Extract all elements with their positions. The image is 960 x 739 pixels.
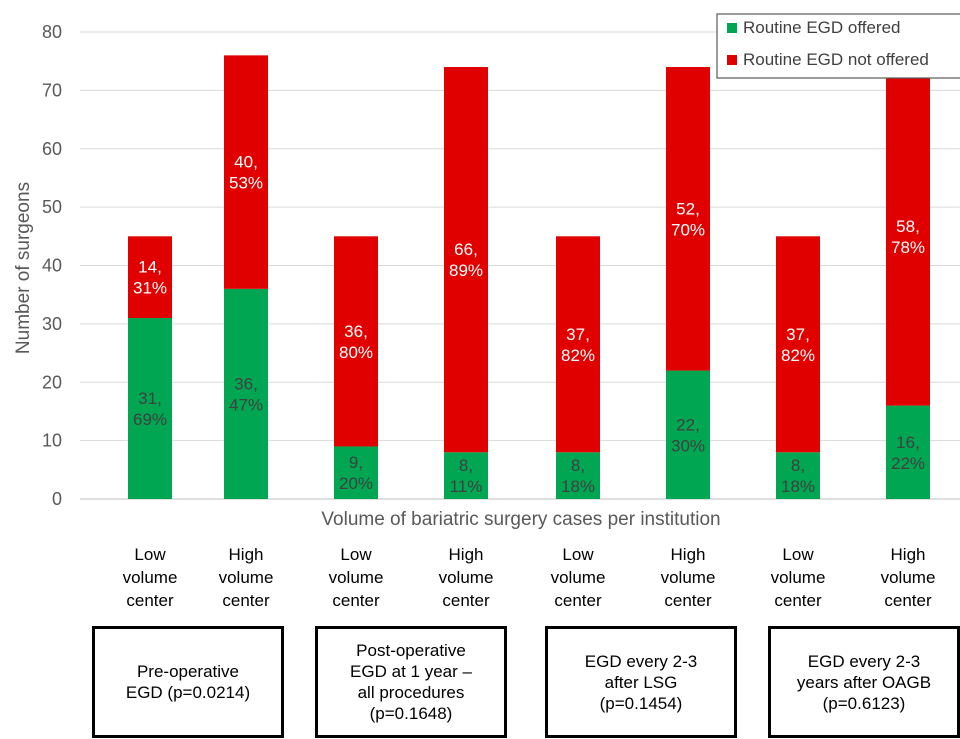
group-label-box: EGD every 2-3 after LSG (p=0.1454) [545, 626, 737, 738]
data-label: 52, 70% [671, 199, 705, 239]
bar-egd-offered [444, 452, 488, 499]
category-labels: Low volume center High volume center Low volume… [123, 545, 936, 610]
bar-egd-offered [776, 452, 820, 499]
y-axis-title: Number of surgeons [13, 182, 34, 354]
category-label: Low volume center [123, 545, 178, 610]
data-label: 8, 18% [561, 456, 595, 496]
bar-egd-not-offered [556, 236, 600, 453]
data-label: 16, 22% [891, 433, 925, 473]
legend-swatch [727, 23, 737, 33]
category-label: High volume center [661, 545, 716, 610]
legend-label: Routine EGD offered [743, 18, 901, 37]
data-label: 14, 31% [133, 258, 167, 298]
category-label: High volume center [439, 545, 494, 610]
legend-swatch [727, 55, 737, 65]
bar-egd-not-offered [128, 236, 172, 319]
data-label: 31, 69% [133, 389, 167, 429]
group-label-box: Post-operative EGD at 1 year – all proce… [315, 626, 507, 738]
data-label: 66, 89% [449, 240, 483, 280]
category-label: Low volume center [329, 545, 384, 610]
y-tick-label: 30 [42, 314, 62, 334]
y-axis-ticks: 0 10 20 30 40 50 60 70 80 [42, 22, 62, 509]
y-tick-label: 20 [42, 372, 62, 392]
y-tick-label: 70 [42, 80, 62, 100]
group-label-box: EGD every 2-3 years after OAGB (p=0.6123… [768, 626, 960, 738]
bar-egd-offered [666, 370, 710, 499]
y-tick-label: 10 [42, 431, 62, 451]
y-tick-label: 50 [42, 197, 62, 217]
gridlines [80, 31, 960, 500]
bar-egd-offered [886, 405, 930, 499]
y-tick-label: 60 [42, 139, 62, 159]
bar-egd-offered [128, 318, 172, 499]
data-label: 40, 53% [229, 153, 263, 193]
data-label: 9, 20% [339, 453, 373, 493]
category-label: High volume center [219, 545, 274, 610]
category-label: High volume center [881, 545, 936, 610]
bar-egd-offered [556, 452, 600, 499]
group-label-box: Pre-operative EGD (p=0.0214) [92, 626, 284, 738]
data-labels: 31, 69% 14, 31% 36, 47% 40, 53% 9, 20% 36, 80% 8, 11%… [133, 153, 925, 497]
data-label: 36, 80% [339, 322, 373, 362]
category-label: Low volume center [771, 545, 826, 610]
category-label: Low volume center [551, 545, 606, 610]
x-axis-title: Volume of bariatric surgery cases per in… [321, 509, 720, 530]
bar-egd-not-offered [776, 236, 820, 453]
y-tick-label: 0 [52, 489, 62, 509]
data-label: 8, 18% [781, 456, 815, 496]
bar-egd-not-offered [886, 67, 930, 406]
data-label: 37, 82% [561, 325, 595, 365]
data-label: 58, 78% [891, 217, 925, 257]
bar-egd-offered [334, 446, 378, 499]
data-label: 37, 82% [781, 325, 815, 365]
bar-egd-not-offered [444, 67, 488, 453]
legend-label: Routine EGD not offered [743, 50, 929, 69]
bars [128, 55, 930, 499]
data-label: 36, 47% [229, 374, 263, 414]
legend: Routine EGD offered Routine EGD not offer… [716, 13, 960, 79]
y-tick-label: 80 [42, 22, 62, 42]
bar-egd-not-offered [334, 236, 378, 447]
data-label: 8, 11% [450, 456, 483, 496]
bar-egd-not-offered [224, 55, 268, 289]
y-tick-label: 40 [42, 256, 62, 276]
bar-egd-not-offered [666, 67, 710, 371]
bar-egd-offered [224, 288, 268, 499]
data-label: 22, 30% [671, 415, 705, 455]
